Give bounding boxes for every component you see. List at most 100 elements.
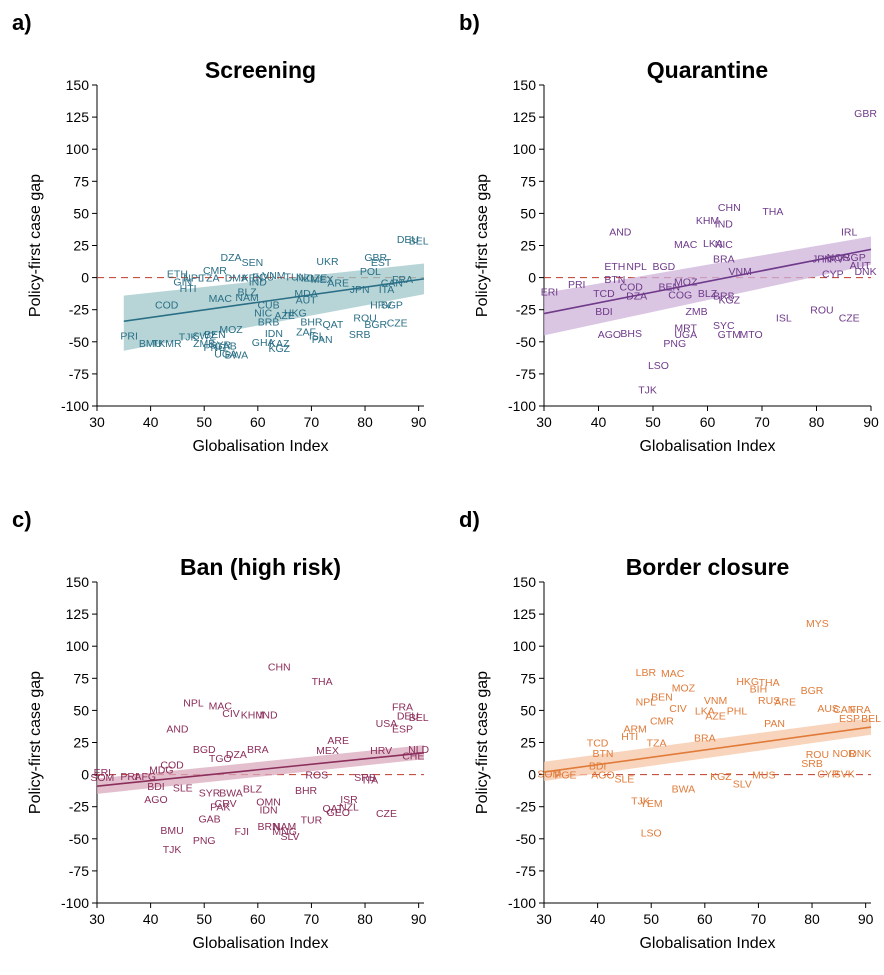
chart-panel-4: d) Border closure 150 125 100 75 50 25 0 -25 -50 -7…	[447, 497, 884, 975]
data-point-label: CIV	[669, 703, 687, 715]
x-tick-label: 60	[697, 911, 713, 927]
data-point-label: CAN	[833, 704, 855, 716]
data-point-label: NPL	[183, 698, 204, 710]
y-tick-label: -50	[69, 831, 89, 847]
data-point-label: JPN	[812, 253, 832, 265]
x-tick-label: 40	[591, 414, 607, 430]
data-point-label: HKG	[284, 307, 307, 319]
data-point-label: MAC	[674, 239, 698, 251]
data-point-label: MEX	[316, 745, 339, 757]
data-point-label: ETH	[167, 269, 188, 281]
data-point-label: BEN	[204, 329, 226, 341]
x-tick-label: 70	[754, 414, 770, 430]
data-point-label: BWA	[672, 784, 696, 796]
chart-svg: b) Quarantine 150 125 100 75 50 25 0 -25 -50 -75 -10…	[459, 10, 879, 455]
data-point-label: CMR	[650, 716, 674, 728]
data-point-label: ARE	[774, 696, 796, 708]
data-point-label: POL	[360, 266, 381, 278]
data-point-label: BRB	[713, 291, 735, 303]
data-point-label: NIC	[715, 239, 734, 251]
data-point-label: UGA	[674, 329, 697, 341]
y-tick-label: -50	[69, 334, 89, 350]
data-point-label: BHR	[295, 785, 318, 797]
data-point-label: DZA	[221, 252, 242, 264]
y-tick-label: -100	[508, 398, 536, 414]
data-point-label: IND	[259, 709, 278, 721]
data-point-label: TUN	[285, 271, 307, 283]
data-point-label: MRT	[674, 323, 697, 335]
data-point-label: CAN	[381, 278, 403, 290]
data-point-label: NOR	[827, 252, 851, 264]
y-tick-label: 75	[520, 173, 536, 189]
y-tick-label: 150	[66, 77, 90, 93]
data-point-label: ESP	[392, 723, 413, 735]
data-point-label: COD	[620, 282, 644, 294]
x-tick-label: 90	[863, 414, 879, 430]
panel-label: d)	[459, 507, 480, 532]
data-point-label: AUT	[850, 260, 872, 272]
x-axis-label: Globalisation Index	[192, 935, 328, 952]
data-point-label: BRB	[258, 316, 280, 328]
data-point-label: GEO	[327, 807, 350, 819]
data-point-label: ARM	[623, 723, 646, 735]
x-tick-label: 80	[809, 414, 825, 430]
data-point-label: ZMB	[193, 338, 215, 350]
data-point-label: BWA	[219, 788, 243, 800]
data-point-label: CYP	[817, 768, 839, 780]
data-point-label: HRV	[370, 300, 392, 312]
y-tick-label: 50	[73, 702, 89, 718]
data-point-label: NOR	[833, 748, 857, 760]
data-point-label: AZE	[705, 711, 725, 723]
data-point-label: GAB	[198, 813, 220, 825]
data-point-label: QAT	[322, 319, 343, 331]
y-axis-label: Policy-first case gap	[474, 671, 491, 814]
data-point-label: ISL	[309, 330, 325, 342]
y-tick-label: 0	[81, 767, 89, 783]
data-point-label: BGR	[801, 685, 824, 697]
data-point-label: LKA	[703, 238, 723, 250]
data-point-label: PRI	[568, 279, 586, 291]
y-tick-label: 25	[520, 238, 536, 254]
data-point-label: MTO	[740, 329, 763, 341]
data-point-label: FRA	[392, 702, 413, 714]
data-point-label: TJK	[638, 384, 657, 396]
data-point-label: BDI	[595, 306, 613, 318]
x-tick-label: 50	[645, 414, 661, 430]
data-point-label: BWA	[225, 350, 249, 362]
x-tick-label: 90	[858, 911, 874, 927]
y-tick-label: 150	[513, 574, 537, 590]
data-point-label: TCD	[593, 288, 615, 300]
data-point-label: ARE	[327, 278, 349, 290]
data-point-label: NAM	[273, 821, 296, 833]
data-point-label: BGD	[653, 261, 676, 273]
data-point-label: AGO	[144, 794, 167, 806]
data-point-label: BLZ	[243, 784, 263, 796]
data-point-label: ESP	[839, 713, 860, 725]
data-point-label: MOZ	[674, 276, 698, 288]
data-point-label: DNK	[849, 748, 871, 760]
data-point-label: COD	[160, 759, 184, 771]
y-tick-label: 50	[73, 205, 89, 221]
data-point-label: GTM	[718, 329, 741, 341]
x-tick-label: 90	[411, 911, 427, 927]
data-point-label: THA	[312, 676, 333, 688]
data-point-label: MAC	[661, 668, 685, 680]
data-point-label: GAB	[215, 341, 237, 353]
data-point-label: TGO	[209, 753, 232, 765]
data-point-label: TZA	[647, 738, 667, 750]
data-point-label: BRA	[694, 732, 716, 744]
data-point-label: RUS	[758, 695, 780, 707]
y-tick-label: -50	[516, 831, 536, 847]
chart-title: Quarantine	[647, 57, 768, 83]
data-point-label: CMR	[203, 265, 227, 277]
y-tick-label: 150	[513, 77, 537, 93]
data-point-label: NAM	[235, 292, 258, 304]
x-tick-label: 50	[643, 911, 659, 927]
y-tick-label: 0	[81, 270, 89, 286]
data-point-label: SRB	[354, 772, 376, 784]
data-point-label: BEL	[409, 235, 429, 247]
data-point-label: ROU	[353, 312, 376, 324]
x-tick-label: 50	[196, 911, 212, 927]
data-point-label: NPL	[626, 261, 647, 273]
y-tick-label: 125	[66, 606, 90, 622]
